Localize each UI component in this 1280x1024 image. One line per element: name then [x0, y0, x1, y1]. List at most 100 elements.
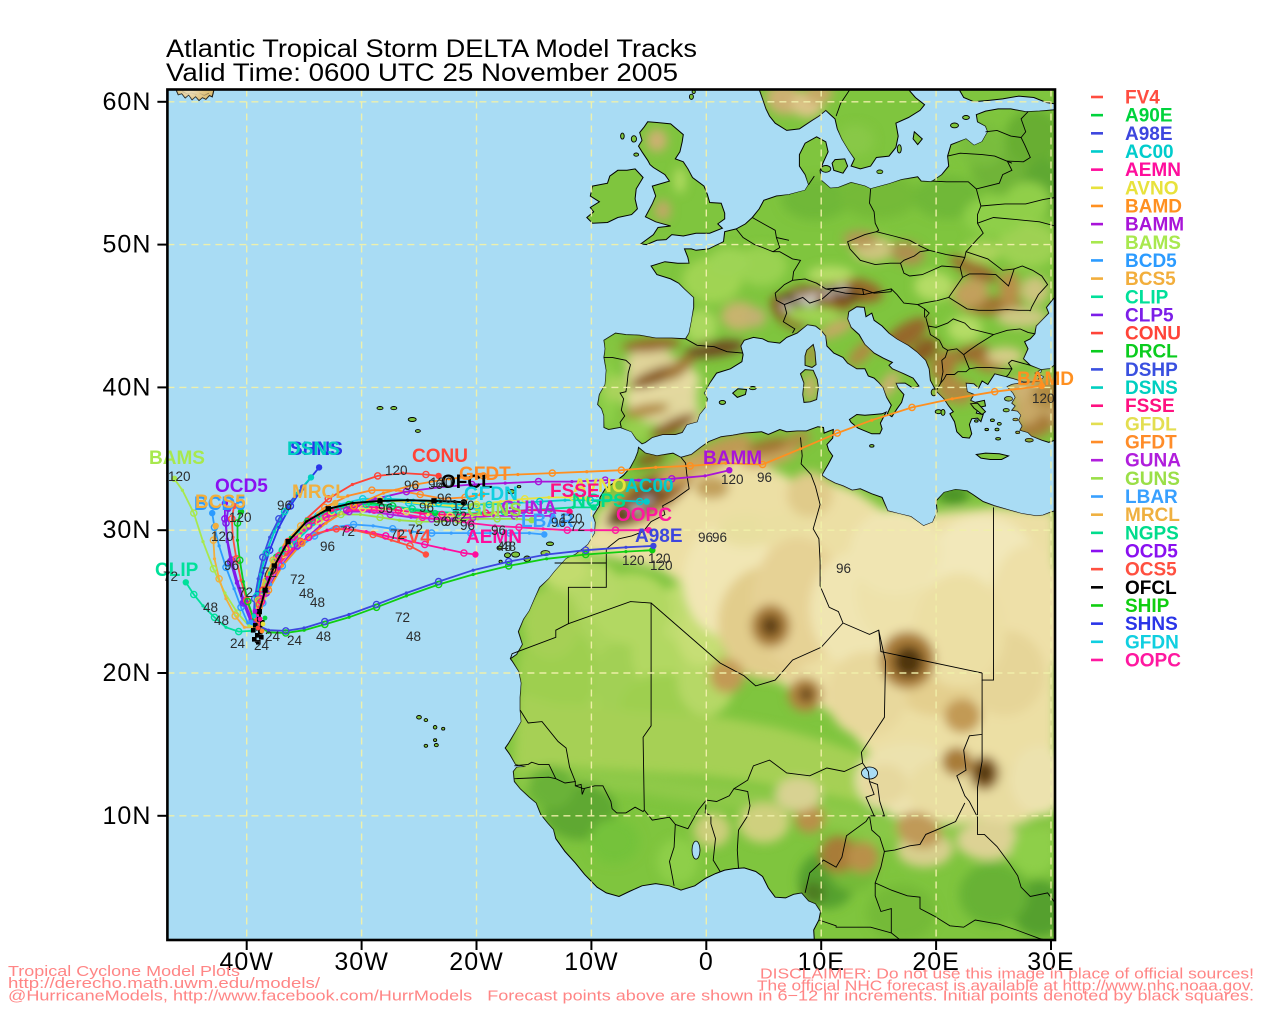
svg-text:30N: 30N [103, 516, 152, 544]
svg-text:FV4: FV4 [1125, 88, 1160, 109]
svg-text:24: 24 [254, 638, 270, 653]
svg-text:20W: 20W [449, 948, 503, 976]
svg-text:OOPC: OOPC [1125, 650, 1181, 671]
svg-text:48: 48 [501, 539, 516, 554]
svg-text:AVNO: AVNO [573, 476, 626, 497]
svg-text:SHNS: SHNS [290, 439, 343, 460]
svg-text:BAMS: BAMS [149, 448, 205, 469]
svg-text:MRCL: MRCL [292, 482, 347, 503]
svg-text:10N: 10N [103, 802, 152, 830]
svg-text:120: 120 [650, 558, 673, 573]
svg-text:120: 120 [385, 463, 408, 478]
svg-text:96: 96 [320, 539, 335, 554]
svg-text:96: 96 [433, 514, 448, 529]
svg-text:SHNS: SHNS [1125, 614, 1178, 635]
svg-text:96: 96 [460, 518, 475, 533]
svg-text:GFDL: GFDL [1125, 414, 1177, 435]
svg-text:72: 72 [390, 527, 405, 542]
svg-text:GUNA: GUNA [1125, 451, 1181, 472]
svg-text:The official NHC forecast is a: The official NHC forecast is available a… [757, 978, 1254, 995]
svg-text:24: 24 [265, 629, 281, 644]
svg-text:120: 120 [430, 475, 453, 490]
svg-text:A98E: A98E [1125, 124, 1173, 145]
svg-text:24: 24 [287, 633, 303, 648]
svg-text:DSNS: DSNS [1125, 378, 1178, 399]
svg-text:48: 48 [316, 629, 331, 644]
svg-text:OCD5: OCD5 [1125, 542, 1178, 563]
svg-text:120: 120 [211, 529, 234, 544]
svg-text:48: 48 [310, 595, 325, 610]
svg-text:120: 120 [1032, 391, 1055, 406]
svg-text:http://derecho.math.uwm.edu/mo: http://derecho.math.uwm.edu/models/ [8, 975, 321, 992]
svg-text:48: 48 [406, 629, 421, 644]
svg-text:96: 96 [378, 501, 393, 516]
svg-text:40N: 40N [103, 373, 152, 401]
svg-text:48: 48 [203, 600, 218, 615]
svg-text:LBAR: LBAR [1125, 487, 1178, 508]
svg-text:72: 72 [340, 524, 355, 539]
svg-text:120: 120 [560, 511, 583, 526]
svg-text:72: 72 [238, 585, 253, 600]
svg-text:120: 120 [622, 553, 645, 568]
svg-text:Tropical Cyclone Model Plots: Tropical Cyclone Model Plots [8, 963, 240, 980]
svg-text:96: 96 [757, 470, 772, 485]
svg-text:OFCL: OFCL [1125, 578, 1177, 599]
svg-text:GUNA: GUNA [501, 498, 557, 519]
svg-text:CONU: CONU [1125, 324, 1181, 345]
svg-text:96: 96 [428, 477, 443, 492]
svg-text:DSHP: DSHP [1125, 360, 1178, 381]
svg-text:72: 72 [290, 572, 305, 587]
svg-text:CLIP: CLIP [155, 560, 199, 581]
svg-text:GUNS: GUNS [467, 500, 522, 521]
svg-text:CLP5: CLP5 [1125, 305, 1174, 326]
svg-text:AC00: AC00 [625, 476, 674, 497]
svg-text:FV4: FV4 [396, 527, 431, 548]
svg-text:72: 72 [163, 569, 178, 584]
svg-text:DSNS: DSNS [287, 439, 340, 460]
svg-text:BAMS: BAMS [1125, 233, 1181, 254]
svg-text:OCD5: OCD5 [215, 476, 268, 497]
svg-text:96: 96 [444, 514, 459, 529]
svg-text:120: 120 [229, 510, 252, 525]
svg-text:24: 24 [230, 636, 246, 651]
svg-text:96: 96 [698, 530, 713, 545]
svg-text:A98E: A98E [635, 526, 683, 547]
svg-text:A90E: A90E [1125, 106, 1173, 127]
svg-text:AVNO: AVNO [1125, 178, 1178, 199]
svg-text:96: 96 [551, 515, 566, 530]
svg-text:72: 72 [408, 522, 423, 537]
svg-text:96: 96 [712, 530, 727, 545]
svg-text:DRCL: DRCL [1125, 342, 1178, 363]
svg-text:20E: 20E [912, 948, 959, 976]
svg-text:BCD5: BCD5 [1125, 251, 1177, 272]
svg-text:NGPS: NGPS [572, 491, 626, 512]
svg-text:SHIP: SHIP [1125, 596, 1170, 617]
svg-text:DISCLAIMER: Do not use this im: DISCLAIMER: Do not use this image in pla… [760, 966, 1254, 983]
svg-text:96: 96 [491, 523, 506, 538]
svg-text:NGPS: NGPS [1125, 523, 1179, 544]
svg-text:120: 120 [648, 551, 671, 566]
svg-text:30W: 30W [334, 948, 388, 976]
svg-text:48: 48 [214, 613, 229, 628]
svg-text:BAMM: BAMM [1125, 215, 1184, 236]
svg-text:120: 120 [721, 472, 744, 487]
svg-text:AEMN: AEMN [1125, 160, 1181, 181]
svg-text:30E: 30E [1027, 948, 1074, 976]
svg-text:Valid Time: 0600 UTC 25 Novemb: Valid Time: 0600 UTC 25 November 2005 [166, 59, 678, 87]
svg-text:BAMD: BAMD [1125, 196, 1182, 217]
svg-text:0: 0 [699, 948, 714, 976]
svg-text:96: 96 [404, 478, 419, 493]
svg-text:96: 96 [836, 561, 851, 576]
svg-text:40W: 40W [219, 948, 273, 976]
svg-text:96: 96 [437, 491, 452, 506]
svg-text:Atlantic Tropical Storm DELTA: Atlantic Tropical Storm DELTA Model Trac… [166, 35, 697, 63]
svg-text:OOPC: OOPC [616, 505, 672, 526]
svg-text:GFDT: GFDT [1125, 433, 1177, 454]
svg-text:@HurricaneModels, http://www.f: @HurricaneModels, http://www.facebook.co… [8, 988, 1254, 1005]
svg-text:72: 72 [570, 519, 585, 534]
svg-text:BCS5: BCS5 [1125, 269, 1176, 290]
svg-text:10W: 10W [564, 948, 618, 976]
svg-text:50N: 50N [103, 231, 152, 259]
svg-text:72: 72 [452, 509, 467, 524]
svg-text:FSSE: FSSE [550, 481, 600, 502]
